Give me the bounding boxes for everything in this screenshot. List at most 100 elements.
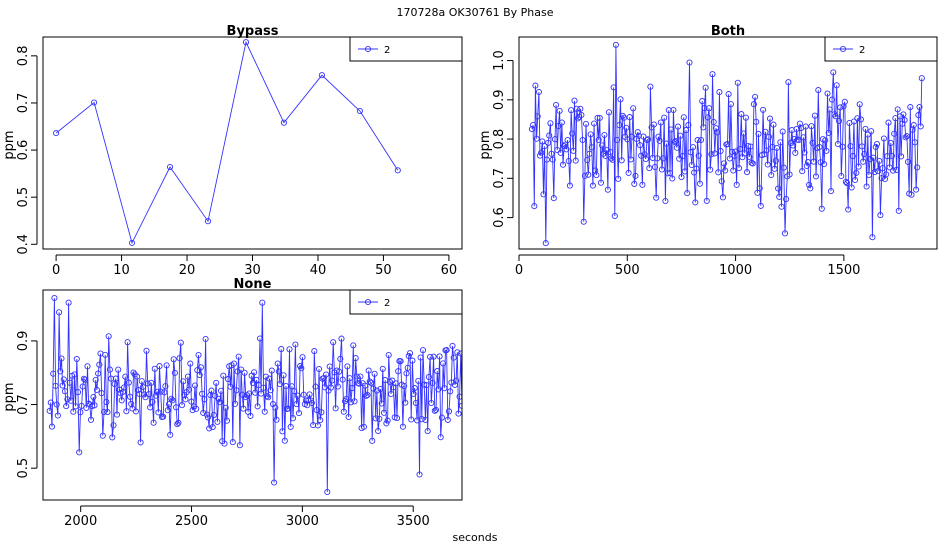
data-point xyxy=(815,87,822,94)
data-point xyxy=(904,158,912,165)
y-tick-label: 0.7 xyxy=(492,168,507,189)
data-point xyxy=(740,130,747,137)
data-point xyxy=(187,360,194,367)
data-point xyxy=(336,368,343,375)
data-point xyxy=(102,351,109,358)
data-point xyxy=(375,427,382,435)
data-point xyxy=(265,394,272,401)
y-tick-label: 0.5 xyxy=(16,458,31,479)
data-point xyxy=(844,180,851,187)
data-point xyxy=(76,449,83,456)
data-point xyxy=(697,136,705,144)
data-point xyxy=(611,212,618,220)
data-point xyxy=(702,84,709,91)
data-point xyxy=(429,379,436,386)
data-point xyxy=(96,361,103,368)
data-point xyxy=(614,136,621,143)
data-point xyxy=(323,371,330,378)
data-point xyxy=(91,402,98,409)
data-point xyxy=(193,405,200,412)
data-point xyxy=(273,416,280,423)
data-point xyxy=(435,386,442,393)
data-point xyxy=(915,112,922,119)
data-point xyxy=(79,383,86,390)
data-point xyxy=(177,339,184,346)
data-point xyxy=(884,153,891,160)
data-point xyxy=(151,365,158,372)
data-point xyxy=(161,389,168,396)
data-point xyxy=(757,202,764,209)
data-point xyxy=(807,185,814,192)
data-point xyxy=(558,119,565,126)
data-point xyxy=(254,403,261,410)
data-point xyxy=(141,391,148,398)
data-point xyxy=(422,416,429,423)
data-point xyxy=(443,347,450,354)
data-point xyxy=(617,96,624,103)
data-point xyxy=(357,373,364,380)
data-point xyxy=(64,396,71,403)
data-point xyxy=(637,142,644,149)
data-point xyxy=(246,390,253,397)
data-point xyxy=(752,93,759,100)
plot-frame xyxy=(42,36,463,250)
data-point xyxy=(149,398,156,405)
data-point xyxy=(206,425,213,432)
data-point xyxy=(286,346,293,353)
data-point xyxy=(565,157,572,165)
y-tick-label: 0.5 xyxy=(16,187,31,208)
data-point xyxy=(450,354,457,361)
data-point xyxy=(164,407,171,414)
data-point xyxy=(853,169,860,176)
data-point xyxy=(428,399,435,407)
data-point xyxy=(888,152,895,159)
data-point xyxy=(363,392,370,399)
series-2 xyxy=(53,39,401,246)
data-point xyxy=(178,402,186,409)
data-point xyxy=(208,387,215,394)
data-point xyxy=(715,169,722,176)
data-point xyxy=(650,121,657,128)
data-point xyxy=(665,107,672,114)
data-point xyxy=(241,369,248,376)
data-point xyxy=(886,164,893,171)
data-point xyxy=(404,364,411,371)
data-point xyxy=(272,404,279,411)
data-point xyxy=(204,218,212,225)
data-point xyxy=(587,131,594,138)
data-point xyxy=(139,383,147,390)
data-point xyxy=(643,136,651,144)
data-point xyxy=(454,349,461,356)
data-point xyxy=(876,157,883,164)
data-point xyxy=(548,150,555,157)
data-point xyxy=(87,416,95,423)
data-point xyxy=(376,415,383,422)
data-point xyxy=(662,197,669,205)
data-point xyxy=(173,404,180,411)
data-point xyxy=(221,440,228,447)
data-point xyxy=(373,387,380,394)
data-point xyxy=(742,114,749,121)
data-point xyxy=(220,372,227,379)
data-point xyxy=(530,121,537,129)
data-point xyxy=(338,335,345,342)
data-point xyxy=(229,439,236,446)
data-point xyxy=(681,168,688,175)
data-point xyxy=(259,299,266,306)
data-point xyxy=(588,144,595,151)
data-point xyxy=(571,97,578,104)
data-point xyxy=(155,409,162,416)
data-point xyxy=(542,240,549,247)
y-axis-label: ppm xyxy=(478,130,493,159)
data-point xyxy=(188,398,195,405)
data-point xyxy=(574,115,582,122)
data-point xyxy=(315,365,323,373)
data-point xyxy=(543,156,550,163)
data-point xyxy=(142,394,149,401)
data-point xyxy=(632,172,639,179)
data-point xyxy=(419,347,427,354)
data-point xyxy=(547,120,554,127)
data-point xyxy=(249,379,256,386)
data-point xyxy=(367,379,375,386)
data-point xyxy=(339,376,346,383)
